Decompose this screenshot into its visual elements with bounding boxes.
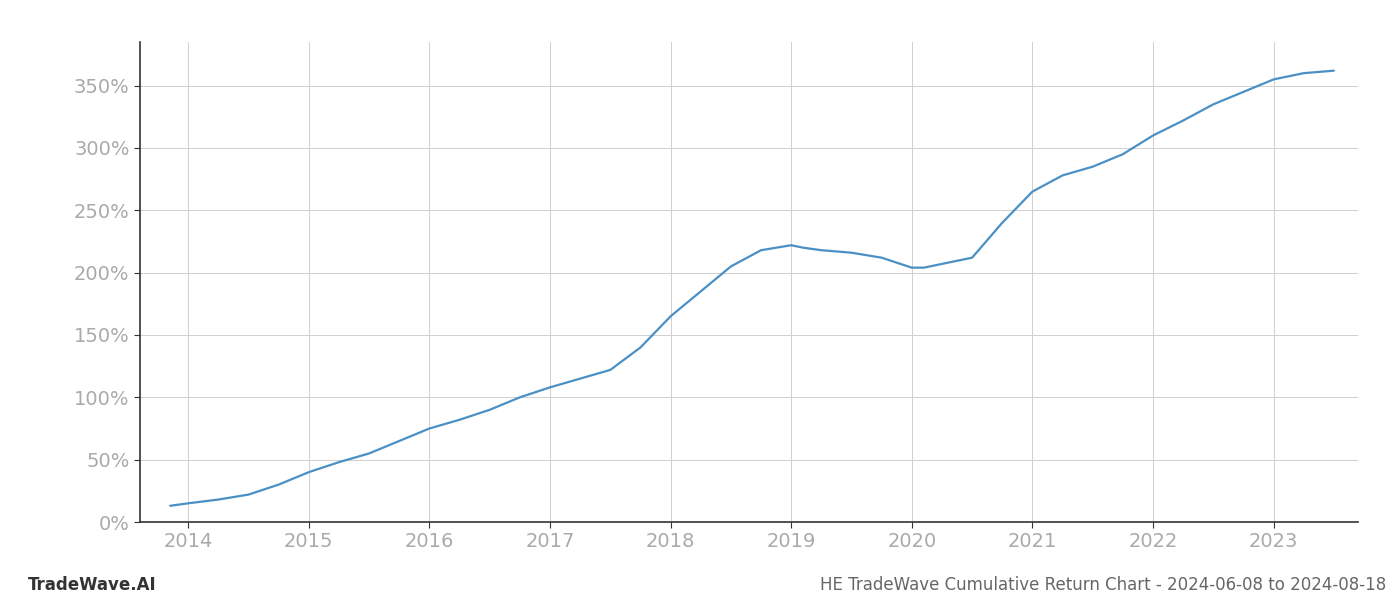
Text: TradeWave.AI: TradeWave.AI bbox=[28, 576, 157, 594]
Text: HE TradeWave Cumulative Return Chart - 2024-06-08 to 2024-08-18: HE TradeWave Cumulative Return Chart - 2… bbox=[820, 576, 1386, 594]
